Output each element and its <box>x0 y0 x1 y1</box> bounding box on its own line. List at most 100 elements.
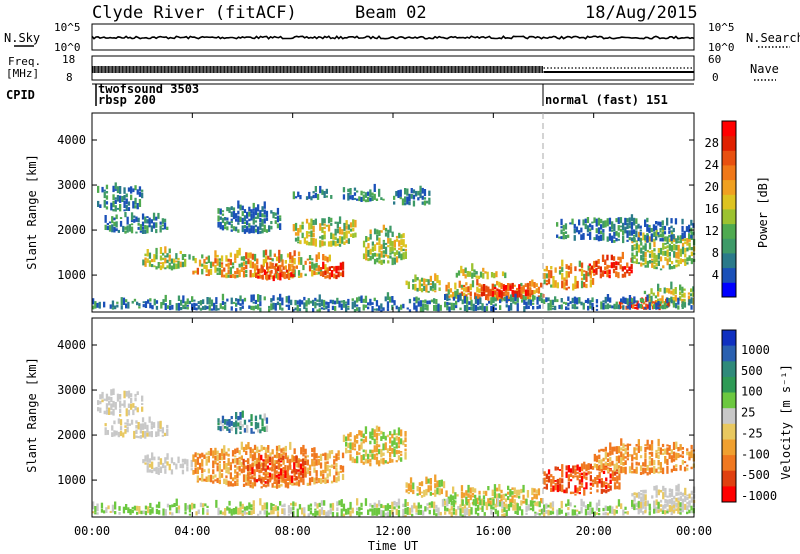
echo-cell <box>334 221 337 224</box>
echo-cell <box>353 300 357 308</box>
echo-cell <box>493 284 497 289</box>
echo-cell <box>236 471 239 479</box>
echo-cell <box>262 250 265 258</box>
echo-cell <box>159 466 163 473</box>
echo-cell <box>434 489 437 497</box>
echo-cell <box>511 491 514 495</box>
echo-cell <box>628 302 632 310</box>
echo-cell <box>523 306 526 312</box>
echo-cell <box>207 450 210 456</box>
echo-cell <box>316 303 319 306</box>
echo-cell <box>580 234 583 240</box>
echo-cell <box>648 503 651 511</box>
echo-cell <box>197 305 200 310</box>
echo-cell <box>674 218 678 225</box>
echo-cell <box>371 246 374 252</box>
echo-cell <box>356 498 359 506</box>
echo-cell <box>429 485 432 491</box>
echo-cell <box>580 498 583 506</box>
echo-cell <box>457 270 461 276</box>
echo-cell <box>164 465 167 469</box>
echo-cell <box>331 502 335 511</box>
echo-cell <box>613 223 616 232</box>
echo-cell <box>533 290 536 295</box>
echo-cell <box>196 456 199 465</box>
echo-cell <box>375 508 379 516</box>
echo-cell <box>327 216 331 224</box>
echo-cell <box>469 296 472 300</box>
echo-cell <box>310 237 313 246</box>
echo-cell <box>349 228 353 232</box>
colorbar-swatch <box>722 376 736 393</box>
echo-cell <box>589 228 592 232</box>
echo-cell <box>516 297 519 303</box>
echo-cell <box>631 454 634 462</box>
echo-cell <box>258 459 261 463</box>
echo-cell <box>293 456 296 462</box>
echo-cell <box>136 511 139 515</box>
echo-cell <box>670 290 673 295</box>
echo-cell <box>677 492 680 496</box>
echo-cell <box>536 305 539 310</box>
echo-cell <box>109 304 112 309</box>
echo-cell <box>578 466 581 473</box>
echo-cell <box>567 265 570 270</box>
echo-cell <box>293 462 296 470</box>
echo-cell <box>210 299 214 307</box>
echo-cell <box>651 262 654 268</box>
echo-cell <box>175 263 178 270</box>
echo-cell <box>142 304 145 308</box>
echo-cell <box>255 272 258 278</box>
echo-cell <box>670 230 673 233</box>
echo-cell <box>285 296 288 303</box>
echo-cell <box>460 485 464 492</box>
echo-cell <box>410 193 413 199</box>
echo-cell <box>609 462 612 467</box>
echo-cell <box>364 192 368 198</box>
echo-cell <box>104 224 107 230</box>
echo-cell <box>574 266 577 272</box>
echo-cell <box>302 264 305 271</box>
echo-cell <box>572 475 575 479</box>
echo-cell <box>103 398 106 401</box>
echo-cell <box>351 298 354 301</box>
echo-cell <box>455 305 458 309</box>
echo-cell <box>217 215 220 222</box>
echo-cell <box>166 305 170 309</box>
echo-cell <box>137 226 140 230</box>
echo-cell <box>297 236 300 241</box>
echo-cell <box>595 260 598 268</box>
echo-cell <box>598 513 601 516</box>
echo-cell <box>313 477 316 485</box>
echo-cell <box>565 487 568 494</box>
echo-cell <box>637 262 641 265</box>
echo-cell <box>265 217 269 221</box>
echo-cell <box>378 433 381 436</box>
echo-cell <box>461 499 464 506</box>
echo-cell <box>573 509 577 516</box>
echo-cell <box>611 305 614 309</box>
echo-cell <box>235 298 238 302</box>
echo-cell <box>257 478 261 482</box>
echo-cell <box>297 241 300 244</box>
echo-cell <box>657 232 660 235</box>
echo-cell <box>644 467 647 474</box>
echo-cell <box>247 442 250 450</box>
echo-cell <box>591 466 595 470</box>
echo-cell <box>386 308 390 311</box>
echo-cell <box>241 217 244 224</box>
echo-cell <box>304 273 307 277</box>
echo-cell <box>573 229 576 234</box>
echo-cell <box>496 493 499 499</box>
echo-cell <box>679 512 682 515</box>
echo-cell <box>287 513 291 516</box>
echo-cell <box>594 477 597 485</box>
echo-cell <box>321 235 324 240</box>
echo-cell <box>612 256 616 261</box>
echo-cell <box>505 304 508 308</box>
echo-cell <box>471 495 475 498</box>
echo-cell <box>104 427 107 436</box>
echo-cell <box>290 471 294 474</box>
echo-cell <box>186 467 189 472</box>
